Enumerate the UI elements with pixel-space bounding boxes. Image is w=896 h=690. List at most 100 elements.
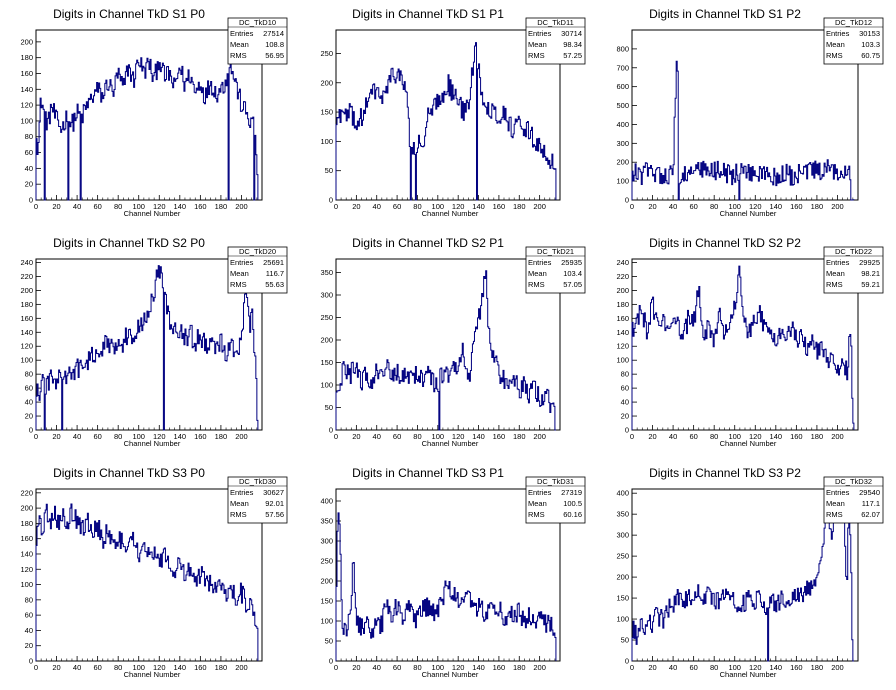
y-tick-label: 140: [20, 85, 33, 94]
y-tick-label: 80: [25, 370, 33, 379]
y-tick-label: 100: [616, 177, 629, 186]
stats-rms-label: RMS: [528, 280, 545, 289]
stats-mean-label: Mean: [230, 40, 249, 49]
histogram-panel-9: Digits in Channel TkD S3 P2 0 20 40 60 80 100 1…: [616, 466, 884, 679]
x-tick-label: 20: [52, 432, 60, 441]
x-tick-label: 180: [513, 663, 526, 672]
y-tick-label: 60: [25, 148, 33, 157]
x-tick-label: 140: [174, 663, 187, 672]
x-tick-label: 100: [132, 432, 145, 441]
y-tick-label: 200: [20, 286, 33, 295]
stats-box: DC_TkD21 Entries 25935 Mean 103.4 RMS 57.05: [525, 246, 586, 294]
stats-entries-value: 30153: [859, 29, 880, 38]
y-tick-label: 200: [320, 577, 333, 586]
x-tick-label: 60: [393, 432, 401, 441]
x-tick-label: 160: [790, 202, 803, 211]
stats-entries-value: 29925: [859, 258, 880, 267]
x-tick-label: 40: [73, 432, 81, 441]
x-tick-label: 40: [669, 432, 677, 441]
stats-entries-label: Entries: [826, 488, 850, 497]
stats-name: DC_TkD10: [239, 18, 276, 27]
y-tick-label: 100: [320, 137, 333, 146]
y-tick-label: 100: [320, 381, 333, 390]
stats-name: DC_TkD31: [537, 477, 574, 486]
stats-box: DC_TkD31 Entries 27319 Mean 100.5 RMS 60.16: [525, 476, 586, 524]
stats-mean-label: Mean: [826, 499, 845, 508]
stats-box-frame: [227, 246, 288, 294]
histogram-series: [335, 42, 557, 201]
y-tick-label: 40: [25, 398, 33, 407]
stats-name: DC_TkD20: [239, 247, 276, 256]
stats-name: DC_TkD30: [239, 477, 276, 486]
histogram-panel-4: Digits in Channel TkD S2 P0 0 20 40 60 80 100 1…: [20, 236, 288, 448]
x-tick-label: 80: [413, 432, 421, 441]
histogram-panel-2: Digits in Channel TkD S1 P1 0 20 40 60 80 100 1…: [320, 7, 586, 218]
y-tick-label: 250: [616, 552, 629, 561]
y-tick-label: 300: [616, 139, 629, 148]
y-tick-label: 20: [621, 412, 629, 421]
y-tick-label: 180: [20, 300, 33, 309]
y-tick-label: 180: [20, 53, 33, 62]
x-tick-label: 120: [153, 663, 166, 672]
x-tick-label: 180: [513, 432, 526, 441]
x-tick-label: 160: [790, 663, 803, 672]
stats-rms-value: 60.16: [563, 510, 582, 519]
stats-rms-value: 59.21: [861, 280, 880, 289]
x-tick-label: 80: [413, 202, 421, 211]
y-tick-label: 100: [20, 116, 33, 125]
y-tick-label: 350: [616, 510, 629, 519]
y-tick-label: 150: [320, 358, 333, 367]
x-tick-label: 160: [493, 663, 506, 672]
x-tick-label: 200: [533, 663, 546, 672]
y-tick-label: 300: [616, 531, 629, 540]
x-tick-label: 20: [352, 432, 360, 441]
y-tick-label: 220: [616, 272, 629, 281]
stats-box-frame: [525, 246, 586, 294]
x-tick-label: 0: [334, 432, 338, 441]
y-tick-label: 20: [25, 180, 33, 189]
stats-entries-label: Entries: [230, 258, 254, 267]
x-tick-label: 140: [174, 432, 187, 441]
histogram-panel-3: Digits in Channel TkD S1 P2 0 20 40 60 80 100 1…: [616, 7, 884, 218]
stats-rms-value: 57.56: [265, 510, 284, 519]
x-tick-label: 200: [235, 432, 248, 441]
stats-box-frame: [525, 17, 586, 65]
y-tick-label: 160: [20, 314, 33, 323]
stats-entries-label: Entries: [528, 258, 552, 267]
stats-box-frame: [823, 246, 884, 294]
y-tick-label: 200: [320, 336, 333, 345]
x-tick-label: 120: [452, 202, 465, 211]
x-tick-label: 20: [648, 202, 656, 211]
y-tick-label: 140: [616, 328, 629, 337]
stats-rms-label: RMS: [826, 51, 843, 60]
x-tick-label: 180: [811, 432, 824, 441]
x-tick-label: 200: [235, 202, 248, 211]
y-tick-label: 200: [616, 158, 629, 167]
x-tick-label: 60: [689, 202, 697, 211]
x-tick-label: 180: [215, 202, 228, 211]
x-tick-label: 140: [770, 202, 783, 211]
stats-name: DC_TkD22: [835, 247, 872, 256]
y-tick-label: 100: [616, 615, 629, 624]
stats-mean-value: 100.5: [563, 499, 582, 508]
x-tick-label: 120: [749, 202, 762, 211]
panel-title: Digits in Channel TkD S2 P0: [53, 236, 205, 250]
x-axis-label: Channel Number: [124, 209, 181, 218]
stats-rms-label: RMS: [528, 51, 545, 60]
y-tick-label: 400: [616, 120, 629, 129]
y-tick-label: 60: [25, 611, 33, 620]
y-tick-label: 180: [20, 519, 33, 528]
stats-box: DC_TkD30 Entries 30627 Mean 92.01 RMS 57.56: [227, 476, 288, 524]
histogram-panel-7: Digits in Channel TkD S3 P0 0 20 40 60 80 100 1…: [20, 466, 288, 679]
y-tick-label: 0: [29, 657, 33, 666]
y-tick-label: 200: [320, 78, 333, 87]
stats-box: DC_TkD11 Entries 30714 Mean 98.34 RMS 57.25: [525, 17, 586, 65]
x-tick-label: 0: [34, 202, 38, 211]
x-tick-label: 120: [452, 432, 465, 441]
x-tick-label: 60: [93, 202, 101, 211]
y-tick-label: 20: [25, 641, 33, 650]
x-tick-label: 40: [73, 202, 81, 211]
y-tick-label: 300: [320, 291, 333, 300]
x-tick-label: 20: [352, 663, 360, 672]
